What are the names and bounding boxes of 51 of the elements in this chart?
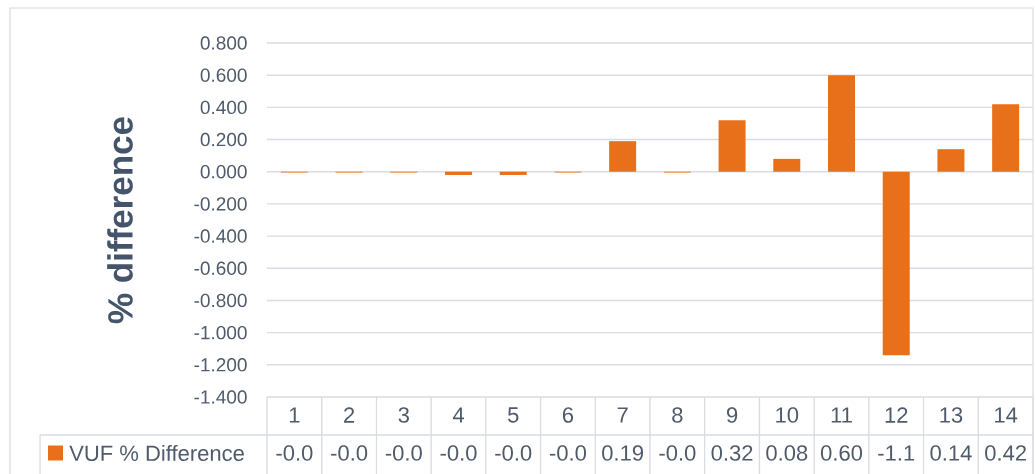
y-tick-label: -1.200 (194, 358, 247, 372)
y-tick-label: 0.000 (200, 165, 247, 179)
x-tick-label: 14 (995, 407, 1018, 423)
data-label: 0.32 (711, 445, 753, 461)
x-tick-label: 9 (727, 407, 738, 423)
bar (882, 171, 910, 356)
x-tick-label: 11 (831, 407, 852, 423)
x-tick-label: 2 (344, 407, 355, 423)
x-tick-label: 3 (398, 407, 409, 423)
data-label: -0.0 (331, 445, 368, 461)
bar (937, 149, 965, 172)
bar (445, 171, 473, 175)
data-label: 0.08 (766, 445, 808, 461)
y-tick-label: -1.000 (194, 325, 247, 340)
data-label: 0.19 (602, 445, 644, 461)
data-label: -0.0 (659, 445, 696, 461)
x-tick-label: 10 (776, 407, 799, 423)
y-tick-label: -0.800 (194, 293, 247, 308)
data-label: -0.0 (495, 445, 532, 461)
x-tick-label: 6 (562, 407, 574, 423)
bar (609, 141, 637, 172)
y-tick-label: -0.400 (194, 229, 247, 243)
y-tick-label: 0.800 (200, 36, 247, 50)
x-tick-label: 7 (617, 407, 628, 423)
x-tick-label: 8 (672, 407, 683, 423)
data-label: -0.0 (440, 445, 477, 461)
data-label: -0.0 (549, 445, 587, 461)
y-tick-label: 0.600 (200, 68, 247, 82)
data-label: 0.42 (985, 445, 1026, 461)
y-tick-label: -0.200 (194, 197, 247, 211)
bar (773, 158, 801, 172)
legend-label: VUF % Difference (69, 444, 244, 462)
bar (828, 75, 856, 172)
bar (718, 120, 746, 172)
x-tick-label: 12 (885, 407, 908, 423)
y-tick-label: 0.400 (200, 100, 247, 115)
y-tick-label: 0.200 (200, 132, 247, 147)
data-label: 0.14 (930, 445, 972, 461)
data-label: -1.1 (878, 445, 915, 461)
x-tick-label: 5 (507, 407, 519, 423)
x-tick-label: 13 (940, 407, 963, 423)
x-tick-label: 1 (289, 407, 300, 423)
y-tick-label: -1.400 (194, 390, 247, 404)
bar (499, 171, 527, 175)
y-axis-title: % difference (107, 117, 133, 324)
y-tick-label: -0.600 (194, 261, 247, 275)
data-label: -0.0 (276, 445, 313, 461)
x-tick-label: 4 (452, 407, 464, 423)
data-label: -0.0 (385, 445, 422, 461)
bar (992, 104, 1020, 172)
data-label: 0.60 (820, 445, 863, 461)
